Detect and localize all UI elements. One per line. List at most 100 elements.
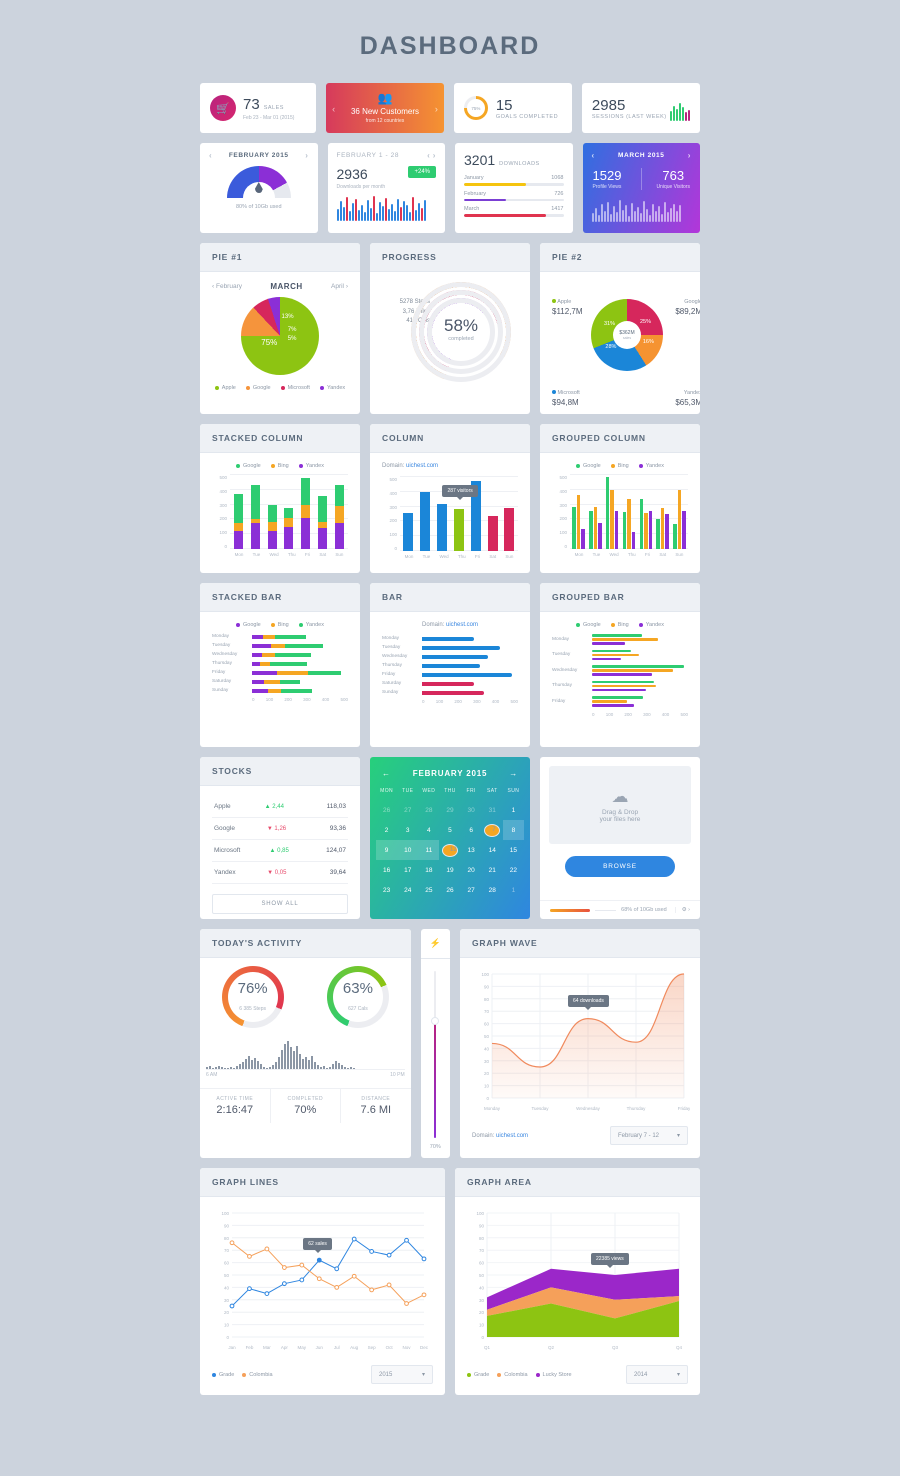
column-bar[interactable] bbox=[487, 516, 498, 551]
calendar-day[interactable]: 15 bbox=[509, 846, 518, 854]
show-all-button[interactable]: SHOW ALL bbox=[212, 894, 348, 914]
sessions-card[interactable]: 2985 SESSIONS (LAST WEEK) bbox=[581, 83, 701, 133]
donut-corner-label: Apple $112,7M bbox=[552, 299, 583, 316]
calendar-prev-icon[interactable]: ← bbox=[382, 769, 391, 778]
pie1-prev[interactable]: ‹ February bbox=[212, 283, 242, 290]
calendar-day[interactable]: 14 bbox=[488, 846, 496, 854]
next-icon[interactable]: › bbox=[687, 151, 691, 160]
calendar-day[interactable]: 20 bbox=[467, 866, 475, 874]
calendar-day[interactable]: 27 bbox=[404, 806, 412, 814]
calendar-day[interactable]: 23 bbox=[382, 886, 391, 894]
goals-card[interactable]: 75% 15 GOALS COMPLETED bbox=[453, 83, 572, 133]
calendar-day[interactable]: 29 bbox=[446, 806, 454, 814]
calendar-day[interactable]: 5 bbox=[448, 826, 452, 834]
spark-bar bbox=[676, 108, 679, 121]
calendar-day[interactable]: 18 bbox=[425, 866, 433, 874]
pie1-next[interactable]: April › bbox=[331, 283, 348, 290]
slider-track[interactable] bbox=[431, 971, 440, 1138]
calendar-next-icon[interactable]: → bbox=[509, 769, 518, 778]
calendar-day[interactable]: 13 bbox=[467, 846, 475, 854]
slider-knob[interactable] bbox=[431, 1017, 440, 1026]
stock-name: Microsoft bbox=[214, 847, 241, 854]
calendar-day[interactable]: 7 bbox=[482, 820, 503, 840]
calendar-day[interactable]: 31 bbox=[488, 806, 496, 814]
spark-bar bbox=[206, 1066, 208, 1069]
table-row[interactable]: Google ▼ 1,26 93,36 bbox=[212, 818, 348, 840]
calendar-day-selected[interactable]: 7 bbox=[484, 823, 501, 837]
calendar-day[interactable]: 1 bbox=[511, 886, 516, 894]
calendar-day[interactable]: 30 bbox=[467, 806, 475, 814]
sales-range[interactable]: Feb 23 - Mar 01 (2015) bbox=[243, 114, 295, 121]
table-row[interactable]: Microsoft ▲ 0,85 124,07 bbox=[212, 840, 348, 862]
calendar-day[interactable]: 6 bbox=[469, 826, 473, 834]
bar-domain-link[interactable]: uichest.com bbox=[446, 622, 479, 628]
calendar-day[interactable]: 22 bbox=[509, 866, 518, 874]
download-count: 1417 bbox=[551, 206, 564, 212]
calendar-day[interactable]: 8 bbox=[502, 820, 524, 840]
table-row[interactable]: Yandex ▼ 0,05 39,64 bbox=[212, 862, 348, 884]
column-bar[interactable] bbox=[403, 513, 414, 551]
calendar-day[interactable]: 9 bbox=[376, 840, 398, 860]
x-tick: Mon bbox=[574, 552, 584, 557]
next-icon[interactable]: › bbox=[434, 104, 438, 114]
bolt-icon: ⚡ bbox=[420, 929, 450, 959]
prev-icon[interactable]: ‹ bbox=[427, 151, 431, 160]
prev-icon[interactable]: ‹ bbox=[209, 151, 213, 160]
sales-card[interactable]: 🛒 73 SALES Feb 23 - Mar 01 (2015) bbox=[200, 83, 317, 133]
calendar-day[interactable]: 17 bbox=[404, 866, 412, 874]
bar-segment bbox=[284, 507, 294, 518]
spark-bar bbox=[679, 102, 682, 121]
dropzone-area[interactable]: ☁ Drag & Drop your files here bbox=[549, 766, 691, 844]
svg-text:40: 40 bbox=[224, 1285, 230, 1290]
prev-icon[interactable]: ‹ bbox=[332, 104, 336, 114]
graph-area-year-select[interactable]: 2014 ▾ bbox=[626, 1365, 688, 1384]
spark-bar bbox=[615, 212, 618, 222]
svg-text:Monday: Monday bbox=[484, 1106, 501, 1111]
activity-title: TODAY'S ACTIVITY bbox=[200, 929, 411, 958]
calendar-day[interactable]: 28 bbox=[488, 886, 496, 894]
calendar-day[interactable]: 4 bbox=[427, 826, 431, 834]
next-icon[interactable]: › bbox=[305, 151, 309, 160]
calendar-day[interactable]: 16 bbox=[382, 866, 391, 874]
stocks-title: STOCKS bbox=[200, 757, 360, 786]
spark-bar bbox=[245, 1058, 247, 1069]
calendar-day[interactable]: 28 bbox=[425, 806, 433, 814]
calendar-day-selected[interactable]: 12 bbox=[441, 843, 458, 857]
svg-text:100: 100 bbox=[476, 1211, 484, 1216]
activity-row: TODAY'S ACTIVITY 76% 6 385 Steps 63% 627 Ca… bbox=[200, 929, 700, 1158]
graph-lines-year-select[interactable]: 2015 ▾ bbox=[371, 1365, 433, 1384]
graph-wave-range-select[interactable]: February 7 - 12 ▾ bbox=[610, 1126, 688, 1145]
graph-wave-domain-link[interactable]: uichest.com bbox=[496, 1132, 529, 1139]
table-row[interactable]: Apple ▲ 2,44 118,03 bbox=[212, 796, 348, 818]
calendar-day[interactable]: 19 bbox=[446, 866, 454, 874]
calendar-day[interactable]: 24 bbox=[404, 886, 412, 894]
gear-icon[interactable]: ⚙ › bbox=[674, 907, 690, 913]
spark-bar bbox=[624, 205, 627, 222]
legend-item: Google bbox=[575, 463, 601, 469]
column-bar bbox=[593, 506, 598, 549]
calendar-day[interactable]: 12 bbox=[439, 840, 460, 860]
calendar-day[interactable]: 27 bbox=[467, 886, 475, 894]
browse-button[interactable]: BROWSE bbox=[565, 856, 675, 877]
calendar-day[interactable]: 25 bbox=[425, 886, 433, 894]
column-bar[interactable] bbox=[470, 481, 481, 551]
calendar-day[interactable]: 10 bbox=[397, 840, 419, 860]
column-bar[interactable] bbox=[504, 507, 515, 551]
column-bar[interactable] bbox=[437, 504, 448, 551]
prev-icon[interactable]: ‹ bbox=[591, 151, 595, 160]
column-bar[interactable] bbox=[420, 491, 431, 551]
calendar-day[interactable]: 26 bbox=[382, 806, 391, 814]
spark-bar bbox=[669, 207, 672, 222]
column-domain-link[interactable]: uichest.com bbox=[406, 463, 439, 469]
calendar-day[interactable]: 1 bbox=[511, 806, 516, 814]
calendar-day[interactable]: 21 bbox=[488, 866, 496, 874]
graph-wave-plot: 0 10 20 30 40 50 60 70 80 90 100 Monday Tuesday Wedne… bbox=[472, 968, 690, 1118]
next-icon[interactable]: › bbox=[432, 151, 436, 160]
calendar-day[interactable]: 11 bbox=[418, 840, 440, 860]
column-yaxis: 0 100 200 300 400 500 bbox=[382, 477, 400, 551]
new-customers-card[interactable]: ‹ › 👥 36 New Customers from 12 countries bbox=[326, 83, 444, 133]
calendar-day[interactable]: 3 bbox=[405, 826, 410, 834]
calendar-day[interactable]: 26 bbox=[446, 886, 454, 894]
column-bar[interactable] bbox=[453, 508, 464, 551]
calendar-day[interactable]: 2 bbox=[384, 826, 389, 834]
